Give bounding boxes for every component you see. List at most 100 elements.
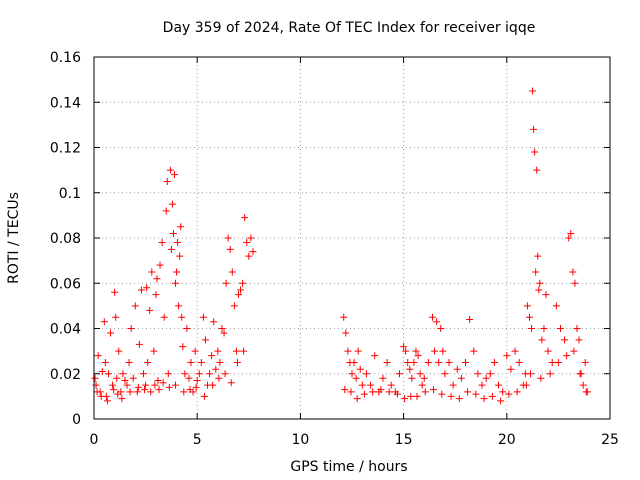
data-point [377, 386, 385, 394]
data-point [210, 318, 218, 326]
data-point [385, 388, 393, 396]
data-point [352, 374, 360, 382]
data-point [369, 388, 377, 396]
data-point [197, 358, 205, 366]
data-point [478, 381, 486, 389]
data-point [125, 358, 133, 366]
data-point [201, 336, 209, 344]
data-point [241, 214, 249, 222]
y-tick-label: 0.06 [50, 276, 81, 292]
data-point [556, 325, 564, 332]
data-point [153, 275, 161, 283]
data-point [232, 347, 240, 355]
data-point [581, 358, 589, 366]
axis-ticks [93, 56, 611, 420]
data-point [379, 374, 387, 382]
y-tick-label: 0.08 [50, 231, 81, 247]
data-point [233, 358, 241, 366]
data-point [180, 388, 188, 396]
data-point [424, 358, 432, 366]
data-point [137, 286, 145, 294]
data-point [515, 358, 523, 366]
data-point [418, 381, 426, 389]
data-point [344, 347, 352, 355]
data-point [401, 395, 409, 403]
data-point [413, 392, 421, 400]
data-point [393, 390, 401, 398]
data-point [527, 370, 535, 378]
data-point [470, 347, 478, 355]
data-point [228, 268, 236, 276]
data-point [523, 302, 531, 310]
data-point [169, 229, 177, 237]
data-point [340, 313, 348, 321]
y-tick-label: 0.16 [50, 50, 81, 66]
data-point [571, 279, 579, 287]
data-point [186, 386, 194, 394]
data-point [453, 365, 461, 373]
data-point [536, 279, 544, 287]
data-point [129, 374, 137, 382]
data-point [439, 347, 447, 355]
x-tick-label: 15 [395, 432, 413, 448]
data-point [416, 370, 424, 378]
data-point [503, 352, 511, 360]
data-point [146, 306, 154, 314]
x-tick-label: 0 [90, 432, 99, 448]
data-point [158, 239, 166, 247]
y-axis-label: ROTI / TECUs [6, 192, 22, 284]
data-point [356, 365, 364, 373]
data-point [200, 392, 208, 400]
data-point [104, 370, 112, 378]
data-point [507, 365, 515, 373]
data-point [582, 388, 590, 396]
data-point [142, 381, 150, 389]
y-tick-label: 0 [72, 412, 81, 428]
data-point [215, 374, 223, 382]
data-point [350, 358, 358, 366]
data-point [353, 395, 361, 403]
data-point [111, 288, 119, 296]
data-point [407, 392, 415, 400]
data-point [226, 245, 234, 253]
data-point [573, 325, 581, 332]
y-tick-label: 0.14 [50, 95, 81, 111]
data-point [497, 397, 505, 405]
data-point [220, 329, 228, 337]
data-point [114, 390, 122, 398]
data-point [532, 268, 540, 276]
data-point [209, 381, 217, 389]
data-point [221, 370, 229, 378]
data-point [402, 347, 410, 355]
data-point [400, 343, 408, 351]
data-point [561, 336, 569, 344]
data-point [135, 340, 143, 348]
data-point [546, 370, 554, 378]
data-point [513, 388, 521, 396]
data-point [412, 347, 420, 355]
data-point [224, 234, 232, 242]
data-point [505, 390, 513, 398]
data-point [103, 397, 111, 405]
data-point [472, 390, 480, 398]
data-point [347, 388, 355, 396]
data-point [175, 302, 183, 310]
data-point [154, 377, 162, 385]
data-point [234, 291, 242, 299]
data-point [112, 313, 120, 321]
data-point [156, 261, 164, 269]
data-point [348, 370, 356, 378]
data-point [563, 352, 571, 360]
data-point [166, 166, 174, 174]
data-point [143, 284, 151, 292]
data-point [482, 374, 490, 382]
data-point [433, 318, 441, 326]
data-point [245, 252, 253, 260]
x-tick-label: 5 [193, 432, 202, 448]
data-point [567, 229, 575, 237]
data-point [486, 370, 494, 378]
data-point [216, 358, 224, 366]
data-point [126, 388, 134, 396]
data-point [214, 347, 222, 355]
data-point [121, 377, 129, 385]
